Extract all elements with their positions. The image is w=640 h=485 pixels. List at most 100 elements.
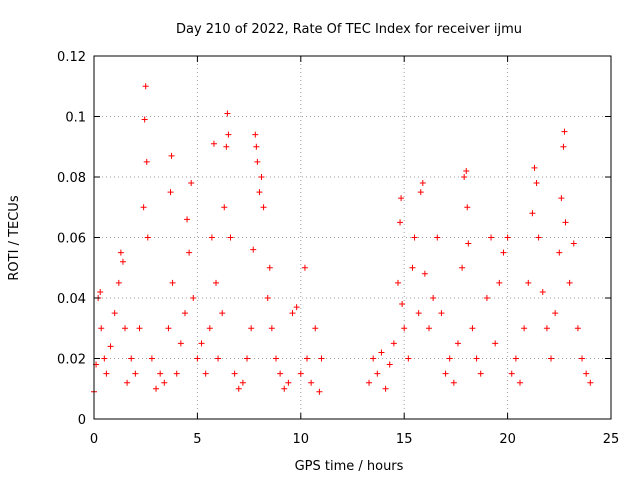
y-axis-label: ROTI / TECUs	[7, 195, 22, 280]
data-point	[219, 310, 226, 317]
data-point	[206, 325, 213, 332]
data-point	[556, 249, 563, 256]
data-point	[415, 310, 422, 317]
data-point	[142, 83, 149, 90]
data-point	[254, 158, 261, 165]
data-point	[535, 234, 542, 241]
x-tick-label: 10	[293, 432, 310, 447]
data-point	[430, 295, 437, 301]
data-point	[190, 295, 197, 301]
data-point	[488, 234, 495, 241]
data-point	[213, 279, 220, 286]
chart-title: Day 210 of 2022, Rate Of TEC Index for r…	[176, 22, 522, 37]
axis-ticks: 0 5 10 15 20 25 0 0.02 0.04 0.06 0.08 0.1 0.12	[57, 50, 619, 447]
data-point	[132, 370, 139, 377]
data-point	[492, 340, 499, 347]
data-point	[177, 340, 184, 347]
data-point	[390, 340, 397, 347]
data-point	[459, 264, 466, 271]
data-point	[266, 264, 273, 271]
data-point	[312, 325, 319, 332]
data-point	[570, 240, 577, 247]
data-point	[221, 204, 228, 211]
data-point	[504, 234, 511, 241]
data-point	[304, 355, 311, 362]
data-point	[548, 355, 555, 362]
data-point	[239, 379, 246, 386]
data-point	[98, 325, 105, 332]
data-point	[250, 246, 257, 253]
x-tick-label: 0	[90, 432, 98, 447]
data-point	[293, 304, 300, 311]
data-point	[561, 128, 568, 135]
data-point	[208, 234, 215, 241]
data-point	[128, 355, 135, 362]
data-point	[223, 143, 230, 150]
data-point	[465, 240, 472, 247]
data-point	[272, 355, 279, 362]
data-point	[409, 264, 416, 271]
y-tick-label: 0.04	[57, 292, 86, 307]
data-point	[202, 370, 209, 377]
data-point	[157, 370, 164, 377]
data-point	[473, 355, 480, 362]
data-point	[268, 325, 275, 332]
data-point	[186, 249, 193, 256]
data-point	[454, 340, 461, 347]
grid-lines	[94, 56, 611, 419]
data-point	[583, 370, 590, 377]
data-point	[101, 355, 108, 362]
data-point	[477, 370, 484, 377]
data-point	[394, 279, 401, 286]
data-point	[566, 279, 573, 286]
data-point	[231, 370, 238, 377]
data-point	[97, 288, 104, 295]
data-point	[248, 325, 255, 332]
data-point	[587, 379, 594, 386]
data-point	[529, 210, 536, 217]
data-point	[386, 361, 393, 368]
data-point	[136, 325, 143, 332]
data-point	[115, 279, 122, 286]
data-point	[378, 349, 385, 356]
data-point	[117, 249, 124, 256]
data-point	[103, 370, 110, 377]
y-tick-label: 0.02	[57, 353, 86, 368]
data-point	[500, 249, 507, 256]
x-tick-label: 20	[499, 432, 516, 447]
data-point	[144, 234, 151, 241]
data-point	[446, 355, 453, 362]
x-tick-label: 25	[603, 432, 620, 447]
data-point	[464, 204, 471, 211]
data-points	[91, 83, 594, 395]
y-tick-label: 0.06	[57, 232, 86, 247]
data-point	[316, 388, 323, 395]
data-point	[370, 355, 377, 362]
data-point	[194, 355, 201, 362]
data-point	[539, 288, 546, 295]
data-point	[277, 370, 284, 377]
data-point	[398, 195, 405, 202]
data-point	[244, 355, 251, 362]
data-point	[512, 355, 519, 362]
data-point	[122, 325, 129, 332]
data-point	[258, 174, 265, 180]
data-point	[496, 279, 503, 286]
data-point	[198, 340, 205, 347]
data-point	[281, 385, 288, 392]
y-tick-label: 0.1	[65, 111, 86, 126]
data-point	[562, 219, 569, 226]
data-point	[119, 258, 126, 265]
data-point	[543, 325, 550, 332]
data-point	[461, 174, 468, 180]
data-point	[469, 325, 476, 332]
data-point	[148, 355, 155, 362]
data-point	[525, 279, 532, 286]
data-point	[107, 343, 114, 350]
data-point	[225, 131, 232, 138]
x-tick-label: 15	[396, 432, 413, 447]
data-point	[318, 355, 325, 362]
data-point	[533, 180, 540, 187]
